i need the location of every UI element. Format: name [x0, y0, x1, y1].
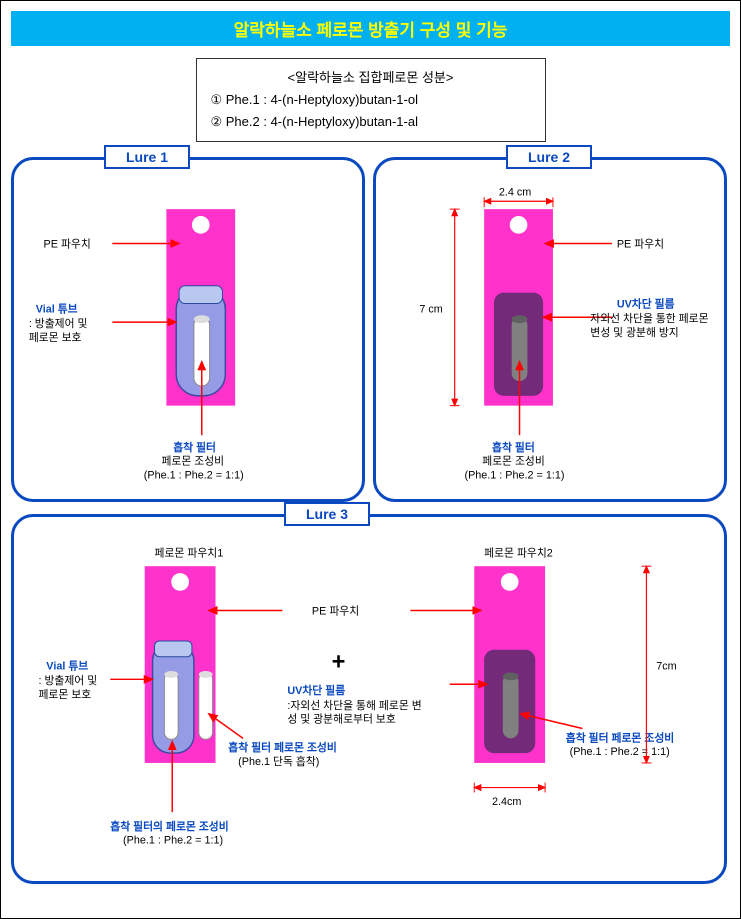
pe-label: PE 파우치 [312, 605, 359, 618]
inner1-cap [164, 671, 178, 678]
page: 알락하늘소 페로몬 방출기 구성 및 기능 <알락하늘소 집합페로몬 성분> ①… [0, 0, 741, 919]
pe-pouch-label: PE 파우치 [617, 238, 664, 251]
vial-cap-shape [179, 286, 222, 304]
inner2-cap [199, 671, 213, 678]
lure2-diagram: 2.4 cm 7 cm PE 파우치 UV차단 필름 자외선 차단을 통한 페로… [376, 160, 724, 499]
lure2-panel: Lure 2 2.4 cm 7 cm PE 파우치 [373, 157, 727, 502]
uv2-inner [503, 675, 519, 739]
uv-desc2: 변성 및 광분해 방지 [590, 325, 678, 339]
f1-desc: (Phe.1 단독 흡착) [238, 754, 319, 768]
lure3-diagram: 페로몬 파우치1 페로몬 파우치2 + PE 파우치 [14, 517, 724, 881]
lure1-label: Lure 1 [104, 145, 190, 169]
filter-desc2: (Phe.1 : Phe.2 = 1:1) [465, 470, 565, 482]
filter-desc1: 페로몬 조성비 [161, 455, 224, 468]
hole2 [501, 573, 519, 591]
lure3-panel: Lure 3 페로몬 파우치1 페로몬 파우치2 + P [11, 514, 727, 884]
vial3-desc2: 페로몬 보호 [38, 688, 91, 701]
dim-h: 7 cm [419, 304, 442, 316]
inner1 [164, 673, 178, 740]
pouch1-title: 페로몬 파우치1 [155, 547, 224, 560]
f2-title: 흡착 필터의 페로몬 조성비 [110, 819, 228, 833]
lure1-diagram: PE 파우치 Vial 튜브 : 방출제어 및 페로몬 보호 흡착 필터 페로몬… [14, 160, 362, 499]
filter-title: 흡착 필터 [173, 440, 216, 454]
uv3-desc1: :자외선 차단을 통해 페로몬 변 [287, 698, 421, 712]
dim-w3-text: 2.4cm [492, 797, 521, 809]
f3-desc: (Phe.1 : Phe.2 = 1:1) [570, 746, 670, 758]
dim-w: 2.4 cm [499, 187, 531, 199]
page-title: 알락하늘소 페로몬 방출기 구성 및 기능 [234, 21, 508, 40]
vial-title: Vial 튜브 [36, 303, 78, 316]
uv-cap [512, 316, 528, 324]
composition-header: <알락하늘소 집합페로몬 성분> [211, 67, 531, 89]
filter-desc1: 페로몬 조성비 [482, 455, 545, 468]
lure1-panel: Lure 1 PE 파우치 Vial 튜브 [11, 157, 365, 502]
lure3-label: Lure 3 [284, 502, 370, 526]
filter-desc2: (Phe.1 : Phe.2 = 1:1) [144, 470, 244, 482]
f1-title: 흡착 필터 페로몬 조성비 [228, 740, 337, 754]
filter-title: 흡착 필터 [492, 440, 535, 454]
pe-pouch-label: PE 파우치 [44, 238, 91, 251]
top-row: Lure 1 PE 파우치 Vial 튜브 [11, 157, 730, 502]
uv-title: UV차단 필름 [617, 297, 675, 311]
hole-shape [510, 216, 528, 234]
lure2-label: Lure 2 [506, 145, 592, 169]
uv3-desc2: 성 및 광분해로부터 보호 [287, 712, 396, 726]
vial-desc1: : 방출제어 및 [29, 317, 88, 330]
uv-desc1: 자외선 차단을 통한 페로몬 [590, 312, 708, 325]
uv3-title: UV차단 필름 [287, 683, 345, 697]
title-bar: 알락하늘소 페로몬 방출기 구성 및 기능 [11, 11, 730, 46]
composition-line-1: ① Phe.1 : 4-(n-Heptyloxy)butan-1-ol [211, 89, 531, 111]
uv2-cap [503, 673, 519, 681]
vial-desc2: 페로몬 보호 [29, 331, 82, 344]
inner2 [199, 673, 213, 740]
composition-line-2: ② Phe.2 : 4-(n-Heptyloxy)butan-1-al [211, 111, 531, 133]
f2-desc: (Phe.1 : Phe.2 = 1:1) [123, 835, 223, 847]
hole1 [171, 573, 189, 591]
vial3-desc1: : 방출제어 및 [38, 675, 97, 688]
f3-title: 흡착 필터 페로몬 조성비 [566, 731, 675, 745]
pouch2-title: 페로몬 파우치2 [484, 547, 553, 560]
inner-cap [194, 316, 210, 324]
hole-shape [192, 216, 210, 234]
plus-sign: + [332, 650, 346, 676]
vial1-cap [155, 641, 192, 657]
dim-h3-text: 7cm [656, 661, 676, 673]
composition-box: <알락하늘소 집합페로몬 성분> ① Phe.1 : 4-(n-Heptylox… [196, 58, 546, 142]
vial3-title: Vial 튜브 [46, 660, 88, 673]
